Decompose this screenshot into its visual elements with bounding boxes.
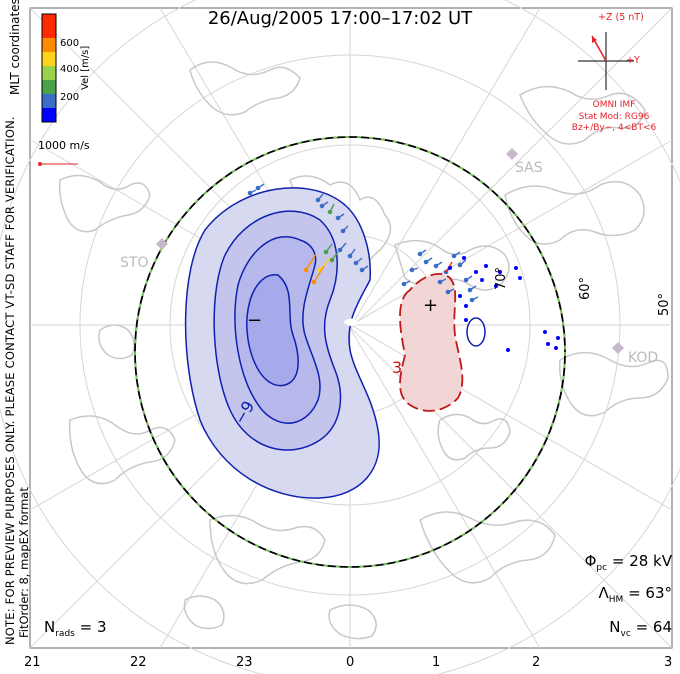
coastlines: [58, 61, 669, 640]
stat-nvc-symbol: N: [609, 618, 621, 636]
vel-unit-label: Vel [m/s]: [80, 45, 91, 90]
reference-vector-label: 1000 m/s: [38, 139, 90, 152]
stat-phi-value: = 28 kV: [611, 552, 672, 570]
stat-phi-pc: Φpc = 28 kV: [585, 552, 672, 573]
map-title: 26/Aug/2005 17:00–17:02 UT: [207, 8, 473, 29]
stat-nvc-value: = 64: [635, 618, 672, 636]
mlt-tick-2: 2: [532, 655, 541, 670]
station-sas: SAS: [515, 160, 543, 176]
station-sto: STO: [120, 255, 149, 271]
plot-frame: [29, 7, 673, 649]
stat-phi-sub: pc: [596, 563, 608, 573]
vector-dots: [448, 256, 560, 352]
imf-condition: Bz+/By−, 4<BT<6: [571, 123, 657, 133]
mlt-tick-1: 1: [432, 655, 441, 670]
stat-lambda-hm: ΛHM = 63°: [598, 584, 672, 605]
mlt-tick-22: 22: [130, 655, 147, 670]
stat-nrads-value: = 3: [79, 618, 107, 636]
contour-label-max: 3: [392, 358, 403, 377]
stat-n-vc: Nvc = 64: [609, 618, 672, 639]
stat-lambda-sub: HM: [608, 595, 624, 605]
positive-cell: [399, 273, 464, 412]
imf-dial: [578, 32, 634, 90]
stat-n-rads: Nrads = 3: [44, 618, 107, 639]
mlt-tick-21: 21: [24, 655, 41, 670]
negative-cell: [184, 187, 380, 499]
imf-by-label: +Y: [626, 55, 640, 66]
velocity-vectors: [247, 183, 479, 303]
mlt-tick-23: 23: [236, 655, 253, 670]
secondary-contour: [466, 317, 486, 347]
potential-max-marker: +: [423, 295, 439, 316]
stat-lambda-value: = 63°: [628, 584, 672, 602]
latitude-70: 70°: [494, 266, 509, 290]
imf-bz-label: +Z (5 nT): [598, 12, 644, 23]
mlt-tick-3: 3: [664, 655, 673, 670]
latitude-50: 50°: [657, 292, 672, 316]
imf-source: OMNI IMF: [592, 100, 636, 110]
stat-nrads-symbol: N: [44, 618, 56, 636]
coordinate-label: MLT coordinates: [8, 0, 22, 95]
hm-boundary-dash: [134, 136, 566, 568]
mlt-tick-0: 0: [346, 655, 355, 670]
vel-tick-600: 600: [60, 38, 80, 49]
fit-order-label: FitOrder: 8, mapEX format: [17, 487, 31, 638]
stat-nvc-sub: vc: [620, 629, 631, 639]
stat-lambda-symbol: Λ: [598, 584, 609, 602]
stat-nrads-sub: rads: [55, 629, 75, 639]
vel-tick-200: 200: [60, 92, 80, 103]
imf-model: Stat Mod: RG96: [578, 112, 650, 122]
potential-min-marker: −: [247, 310, 263, 331]
station-kod: KOD: [628, 350, 659, 366]
station-markers: [156, 148, 624, 354]
vel-tick-400: 400: [60, 64, 80, 75]
preview-note: NOTE: FOR PREVIEW PURPOSES ONLY. PLEASE …: [3, 116, 17, 645]
reference-vector: [38, 162, 78, 166]
velocity-colorbar: [41, 13, 57, 123]
stat-phi-symbol: Φ: [584, 552, 597, 570]
latitude-60: 60°: [578, 276, 593, 300]
cusp-notch: [343, 318, 358, 326]
